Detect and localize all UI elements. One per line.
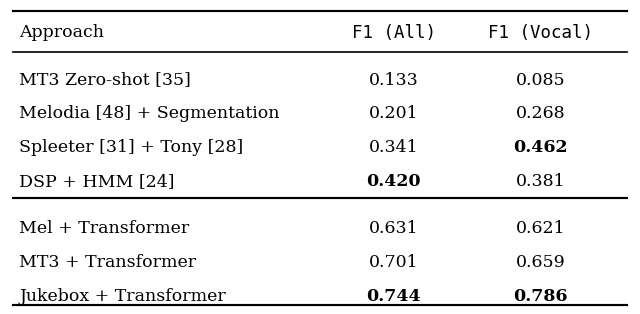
Text: 0.268: 0.268 bbox=[516, 106, 566, 122]
Text: Melodia [48] + Segmentation: Melodia [48] + Segmentation bbox=[19, 106, 280, 122]
Text: Jukebox + Transformer: Jukebox + Transformer bbox=[19, 288, 226, 305]
Text: 0.201: 0.201 bbox=[369, 106, 419, 122]
Text: F1 (All): F1 (All) bbox=[351, 24, 436, 42]
Text: 0.786: 0.786 bbox=[513, 288, 568, 305]
Text: 0.462: 0.462 bbox=[513, 139, 568, 156]
Text: Spleeter [31] + Tony [28]: Spleeter [31] + Tony [28] bbox=[19, 139, 243, 156]
Text: MT3 + Transformer: MT3 + Transformer bbox=[19, 254, 196, 271]
Text: 0.133: 0.133 bbox=[369, 72, 419, 89]
Text: F1 (Vocal): F1 (Vocal) bbox=[488, 24, 593, 42]
Text: MT3 Zero-shot [35]: MT3 Zero-shot [35] bbox=[19, 72, 191, 89]
Text: 0.701: 0.701 bbox=[369, 254, 419, 271]
Text: 0.085: 0.085 bbox=[516, 72, 566, 89]
Text: 0.341: 0.341 bbox=[369, 139, 419, 156]
Text: Mel + Transformer: Mel + Transformer bbox=[19, 220, 189, 237]
Text: 0.420: 0.420 bbox=[366, 173, 421, 190]
Text: 0.381: 0.381 bbox=[516, 173, 566, 190]
Text: Approach: Approach bbox=[19, 24, 104, 41]
Text: 0.631: 0.631 bbox=[369, 220, 419, 237]
Text: DSP + HMM [24]: DSP + HMM [24] bbox=[19, 173, 175, 190]
Text: 0.659: 0.659 bbox=[516, 254, 566, 271]
Text: 0.744: 0.744 bbox=[366, 288, 421, 305]
Text: 0.621: 0.621 bbox=[516, 220, 566, 237]
